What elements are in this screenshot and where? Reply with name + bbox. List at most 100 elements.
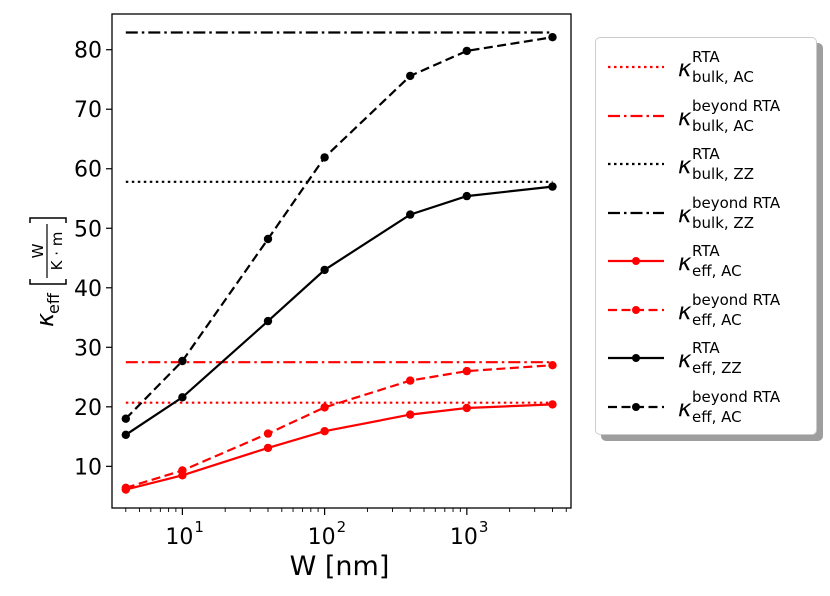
legend-label-superscript: beyond RTA	[692, 96, 781, 115]
series-7-point	[548, 182, 557, 191]
legend-item: κ RTA eff, AC	[596, 240, 816, 284]
series-5-point	[462, 403, 471, 413]
series-7-point	[178, 393, 187, 402]
y-tick-label: 10	[74, 455, 102, 480]
series-6	[121, 361, 557, 492]
legend-label-subscript: eff, AC	[692, 407, 742, 426]
y-tick-label: 80	[74, 39, 102, 64]
legend-label-subscript: eff, AC	[692, 310, 742, 329]
legend-item: κ beyond RTA bulk, ZZ	[596, 192, 816, 236]
series-6-line	[125, 364, 553, 489]
legend-label-subscript: bulk, AC	[692, 68, 754, 86]
series-7-point	[406, 210, 415, 219]
series-5-point	[263, 443, 273, 453]
legend-swatch-marker	[632, 354, 640, 362]
y-axis-label-left-bracket	[29, 279, 67, 285]
legend-item: κ beyond RTA eff, AC	[596, 386, 816, 430]
x-tick-exponent: 1	[194, 518, 204, 536]
legend-label-symbol: κ	[678, 104, 692, 131]
y-axis-label-subscript: eff	[44, 292, 63, 314]
legend-item: κ RTA bulk, ZZ	[596, 143, 816, 187]
x-tick-exponent: 3	[479, 518, 489, 536]
legend-label-subscript: bulk, ZZ	[692, 213, 754, 232]
legend-swatch	[608, 305, 664, 314]
series-8-point	[178, 356, 187, 366]
y-axis-label-numerator: W	[29, 243, 47, 258]
series-7-point	[263, 316, 273, 326]
series-8-point	[406, 71, 415, 81]
series-8-point	[121, 414, 130, 423]
x-tick-exponent: 2	[337, 518, 347, 536]
y-axis-label-denominator: K · m	[48, 232, 66, 271]
y-axis-label-right-bracket	[29, 217, 67, 223]
series-7	[121, 182, 557, 439]
series-7-point	[462, 191, 471, 201]
legend-label-symbol: κ	[678, 201, 692, 228]
y-tick-label: 70	[74, 98, 102, 123]
legend-label-superscript: RTA	[692, 242, 720, 260]
series-5	[121, 400, 557, 494]
legend-swatch	[608, 211, 664, 214]
legend-label-superscript: beyond RTA	[692, 290, 781, 309]
y-tick-label: 40	[74, 277, 102, 302]
series-7-line	[125, 185, 553, 436]
series-8	[121, 33, 557, 423]
legend-label-subscript: bulk, ZZ	[692, 165, 754, 183]
series-5-point	[320, 427, 329, 436]
series-7-point	[121, 430, 130, 439]
legend-swatch-marker	[632, 402, 640, 411]
legend-label-superscript: RTA	[692, 48, 720, 66]
series-6-point	[178, 466, 187, 475]
legend-label-symbol: κ	[678, 250, 692, 276]
series-6-point	[121, 483, 130, 492]
legend-swatch	[608, 65, 664, 69]
series-8-point	[462, 46, 471, 56]
series-6-point	[462, 366, 471, 376]
legend-swatch	[608, 402, 664, 411]
series-5-line	[125, 403, 553, 491]
series-8-point	[263, 234, 273, 244]
x-tick-label: 10	[165, 525, 193, 550]
x-axis-label-text: W [nm]	[290, 551, 390, 582]
legend-label-symbol: κ	[678, 347, 692, 373]
legend: κ RTA bulk, AC κ beyond RTA bulk, AC κ RTA bulk,…	[595, 37, 817, 435]
legend-label-superscript: beyond RTA	[692, 387, 781, 406]
y-tick-label: 60	[74, 158, 102, 183]
series-6-point	[263, 429, 273, 438]
y-tick-label: 30	[74, 336, 102, 361]
legend-label-superscript: RTA	[692, 145, 720, 163]
series-8-point	[548, 33, 557, 42]
legend-label-superscript: RTA	[692, 339, 720, 357]
x-axis-label: W [nm]	[290, 551, 390, 582]
series-6-point	[320, 403, 329, 412]
y-tick-label: 50	[74, 217, 102, 242]
legend-label-symbol: κ	[678, 395, 692, 422]
x-tick-label: 10	[450, 525, 478, 550]
series-7-point	[320, 265, 329, 275]
y-axis-label-symbol: κ	[31, 312, 59, 327]
legend-label-subscript: bulk, AC	[692, 116, 754, 135]
y-tick-label: 20	[74, 396, 102, 421]
legend-item: κ beyond RTA bulk, AC	[596, 95, 816, 139]
axes-frame	[111, 13, 572, 509]
legend-swatch	[608, 114, 664, 117]
legend-label-symbol: κ	[678, 298, 692, 325]
legend-swatch	[608, 162, 664, 166]
legend-item: κ RTA eff, ZZ	[596, 337, 816, 381]
y-axis-label: κ eff W K · m	[29, 217, 67, 327]
legend-label-subscript: eff, ZZ	[692, 359, 742, 377]
series-8-point	[320, 153, 329, 162]
legend-item: κ beyond RTA eff, AC	[596, 289, 816, 333]
legend-label-superscript: beyond RTA	[692, 193, 781, 212]
legend-label-subscript: eff, AC	[692, 262, 742, 280]
legend-swatch-marker	[632, 257, 640, 265]
legend-label-symbol: κ	[678, 153, 692, 179]
legend-item: κ RTA bulk, AC	[596, 46, 816, 90]
series-6-point	[548, 361, 557, 370]
series-6-point	[406, 376, 415, 385]
legend-swatch	[608, 354, 664, 362]
series-5-point	[406, 410, 415, 419]
legend-swatch	[608, 257, 664, 265]
legend-label-symbol: κ	[678, 56, 692, 82]
